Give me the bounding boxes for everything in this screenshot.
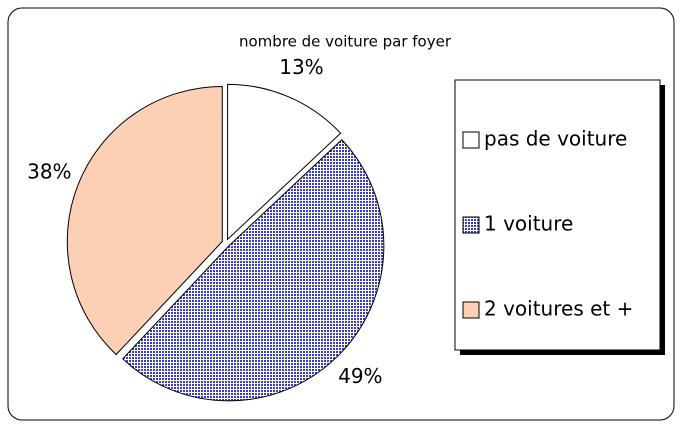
chart-title: nombre de voiture par foyer [239, 33, 452, 51]
legend-swatch [462, 131, 480, 149]
legend-label: 2 voitures et + [484, 297, 633, 321]
legend-swatch [462, 216, 480, 234]
legend-label: pas de voiture [484, 127, 627, 151]
data-label: 13% [279, 55, 323, 79]
pie-slice [66, 86, 223, 356]
legend-box [454, 79, 661, 351]
data-label: 38% [27, 160, 71, 184]
pie-slice [227, 83, 342, 241]
data-label: 49% [338, 364, 382, 388]
legend-swatch [462, 301, 480, 319]
pie-slice [122, 139, 385, 402]
legend-label: 1 voiture [484, 212, 573, 236]
